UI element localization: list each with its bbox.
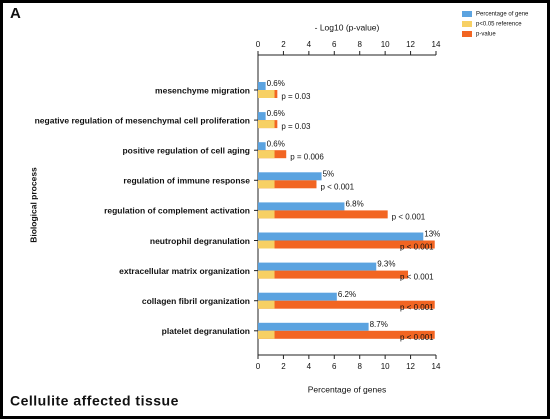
value-label: 6.8% — [345, 200, 363, 209]
bar — [258, 270, 409, 279]
x-tick-label: 8 — [357, 362, 362, 371]
value-label: 8.7% — [370, 320, 388, 329]
bar — [258, 172, 322, 181]
y-tick-label: negative regulation of mesenchymal cell … — [35, 115, 250, 125]
bar — [258, 142, 266, 151]
bar — [258, 232, 424, 241]
bar — [258, 202, 345, 211]
legend-swatch — [462, 31, 472, 37]
bar — [258, 180, 317, 189]
legend-swatch — [462, 11, 472, 17]
p-annotation: p < 0.001 — [400, 303, 434, 312]
x2-tick-label: 0 — [256, 40, 261, 49]
y-tick-label: positive regulation of cell aging — [122, 145, 250, 155]
legend-swatch — [462, 21, 472, 27]
p-annotation: p < 0.001 — [400, 273, 434, 282]
x-tick-label: 12 — [406, 362, 415, 371]
x2-tick-label: 2 — [281, 40, 286, 49]
x-tick-label: 14 — [432, 362, 441, 371]
bar — [258, 300, 275, 309]
bar — [258, 90, 275, 98]
y-tick-label: collagen fibril organization — [142, 296, 250, 306]
bar — [258, 240, 275, 249]
x-axis-title: Percentage of genes — [308, 384, 386, 394]
bar — [258, 180, 275, 189]
bar — [258, 262, 377, 271]
y-tick-label: extracellular matrix organization — [119, 266, 250, 276]
x2-tick-label: 12 — [406, 40, 415, 49]
x2-axis-title: - Log10 (p-value) — [315, 22, 380, 32]
p-annotation: p = 0.006 — [290, 152, 324, 161]
bar — [258, 292, 337, 301]
bar — [258, 120, 275, 129]
bar — [258, 112, 266, 121]
x-tick-label: 0 — [256, 362, 261, 371]
bar — [258, 240, 435, 249]
legend-label: p<0.05 reference — [476, 22, 522, 28]
value-label: 0.6% — [267, 109, 285, 118]
p-annotation: p < 0.001 — [392, 213, 426, 222]
x-tick-label: 2 — [281, 362, 286, 371]
y-tick-label: mesenchyme migration — [155, 85, 250, 95]
bar — [258, 322, 369, 331]
p-annotation: p = 0.03 — [281, 122, 311, 131]
x2-tick-label: 6 — [332, 40, 337, 49]
bar — [258, 270, 275, 279]
value-label: 5% — [323, 169, 335, 178]
value-label: 0.6% — [267, 79, 285, 88]
p-annotation: p < 0.001 — [400, 243, 434, 252]
bar — [258, 330, 275, 339]
bar — [258, 82, 266, 90]
bar — [258, 150, 275, 159]
caption: Cellulite affected tissue — [10, 393, 179, 409]
x2-tick-label: 4 — [307, 40, 312, 49]
value-label: 13% — [424, 230, 440, 239]
bar — [258, 210, 388, 219]
y-tick-label: regulation of complement activation — [104, 206, 250, 216]
legend-label: Percentage of gene — [476, 12, 529, 18]
x2-tick-label: 14 — [432, 40, 441, 49]
p-annotation: p < 0.001 — [320, 182, 354, 191]
value-label: 0.6% — [267, 139, 285, 148]
y-axis-title: Biological process — [28, 167, 38, 243]
bar — [258, 210, 275, 219]
x2-tick-label: 10 — [381, 40, 390, 49]
p-annotation: p < 0.001 — [400, 333, 434, 342]
y-tick-label: platelet degranulation — [162, 326, 250, 336]
bar — [258, 300, 435, 309]
y-tick-label: neutrophil degranulation — [150, 236, 250, 246]
legend-label: p-value — [476, 32, 496, 38]
x-tick-label: 6 — [332, 362, 337, 371]
value-label: 6.2% — [338, 290, 356, 299]
p-annotation: p = 0.03 — [281, 92, 311, 101]
panel-label: A — [10, 5, 21, 22]
y-tick-label: regulation of immune response — [123, 176, 250, 186]
x-tick-label: 10 — [381, 362, 390, 371]
x2-tick-label: 8 — [357, 40, 362, 49]
x-tick-label: 4 — [307, 362, 312, 371]
value-label: 9.3% — [377, 260, 395, 269]
bar — [258, 330, 435, 339]
